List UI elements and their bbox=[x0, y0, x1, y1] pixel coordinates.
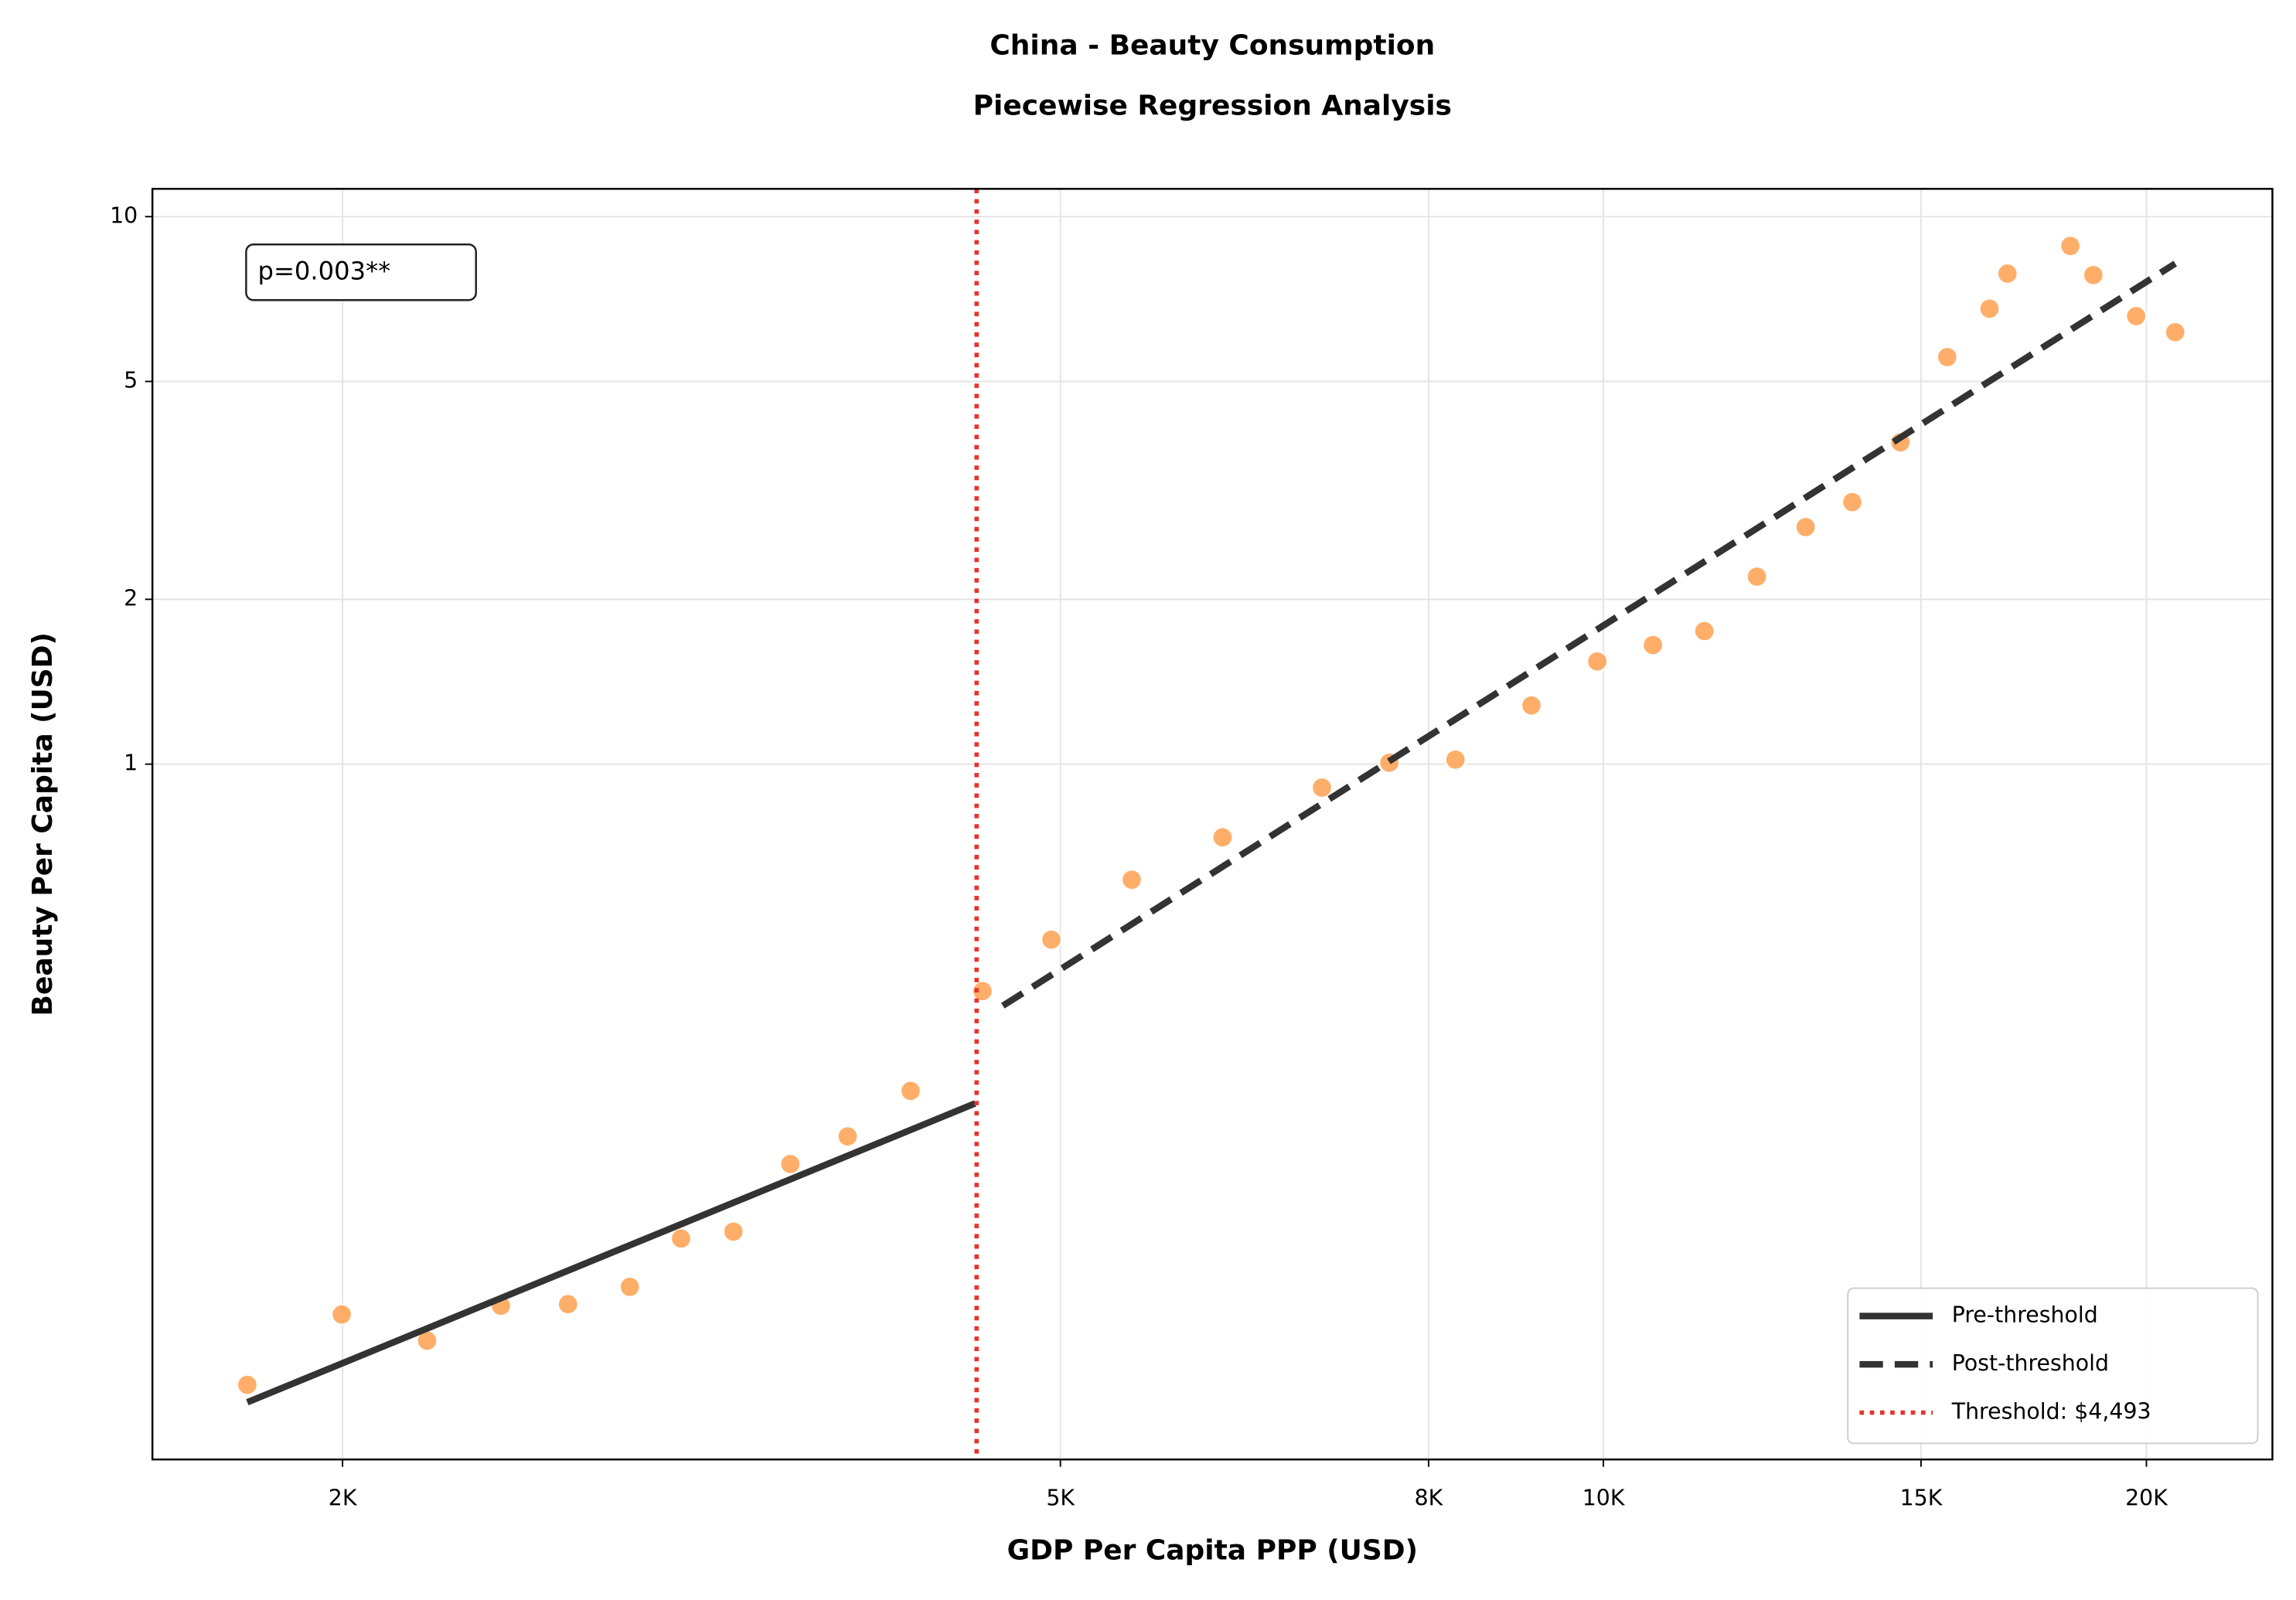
data-point bbox=[836, 1125, 860, 1148]
data-point bbox=[1746, 565, 1769, 588]
data-point bbox=[2124, 305, 2148, 328]
data-point bbox=[899, 1079, 922, 1103]
data-point bbox=[1211, 826, 1235, 849]
y-axis-label: Beauty Per Capita (USD) bbox=[27, 632, 59, 1016]
data-point bbox=[1936, 346, 1959, 369]
legend-box bbox=[1847, 1287, 2259, 1445]
data-point bbox=[1040, 928, 1063, 951]
data-point bbox=[1520, 693, 1543, 717]
plot-frame bbox=[151, 188, 2274, 1461]
annotation: p=0.003** bbox=[258, 256, 391, 285]
data-point bbox=[1586, 650, 1609, 673]
data-point bbox=[1120, 868, 1143, 891]
data-point bbox=[1977, 297, 2001, 321]
data-point bbox=[778, 1152, 802, 1176]
data-point bbox=[722, 1220, 745, 1244]
data-point bbox=[1841, 490, 1864, 514]
data-point bbox=[618, 1275, 642, 1299]
y-tick-label: 2 bbox=[124, 585, 138, 611]
data-point bbox=[236, 1373, 259, 1397]
legend-label: Post-threshold bbox=[1952, 1350, 2109, 1376]
x-tick-label: 2K bbox=[329, 1485, 358, 1510]
data-point bbox=[330, 1302, 353, 1326]
y-tick-label: 1 bbox=[124, 751, 138, 776]
fit-line bbox=[1000, 260, 2178, 1009]
data-point bbox=[1794, 516, 1817, 539]
chart-title: China - Beauty Consumption bbox=[990, 30, 1435, 62]
fit-line bbox=[246, 1100, 976, 1406]
x-tick-label: 5K bbox=[1046, 1485, 1075, 1510]
data-point bbox=[557, 1292, 580, 1316]
data-point bbox=[2059, 234, 2082, 257]
y-tick-label: 10 bbox=[110, 203, 138, 228]
data-point bbox=[1310, 776, 1334, 799]
annotation-box bbox=[245, 243, 477, 301]
chart-title: Piecewise Regression Analysis bbox=[973, 90, 1452, 121]
x-axis-label: GDP Per Capita PPP (USD) bbox=[1007, 1535, 1418, 1567]
x-tick-label: 8K bbox=[1415, 1485, 1444, 1510]
data-point bbox=[1996, 262, 2019, 285]
legend-label: Pre-threshold bbox=[1952, 1302, 2098, 1328]
data-point bbox=[669, 1227, 693, 1251]
data-point bbox=[2082, 264, 2105, 287]
x-tick-label: 20K bbox=[2125, 1485, 2168, 1510]
x-tick-label: 15K bbox=[1900, 1485, 1943, 1510]
data-point bbox=[971, 979, 994, 1003]
data-point bbox=[2164, 321, 2187, 344]
legend-label: Threshold: $4,493 bbox=[1951, 1399, 2151, 1425]
data-point bbox=[1444, 748, 1467, 771]
x-tick-label: 10K bbox=[1582, 1485, 1626, 1510]
y-tick-label: 5 bbox=[124, 367, 138, 393]
data-point bbox=[1641, 633, 1664, 657]
data-point bbox=[1693, 619, 1716, 643]
